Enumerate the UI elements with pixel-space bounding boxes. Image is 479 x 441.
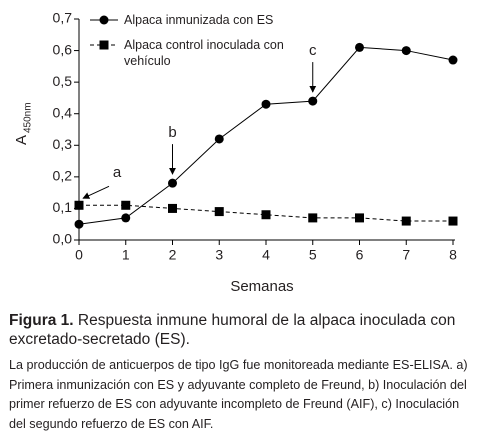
data-point: [261, 210, 271, 220]
data-point: [121, 200, 131, 210]
x-tick-label: 7: [402, 247, 410, 263]
chart: Semanas A 450nm 0,0 0,1 0,2 0,3 0,4 0,5 0,6 0,7…: [13, 10, 458, 295]
x-tick-label: 3: [215, 247, 223, 263]
caption-text: Respuesta inmune humoral de la alpaca in…: [9, 312, 456, 348]
data-point: [214, 207, 224, 217]
y-tick-label: 0,1: [53, 199, 73, 215]
x-tick-label: 0: [75, 247, 83, 263]
y-axis-label-sub: 450nm: [23, 102, 34, 133]
y-tick-label: 0,7: [53, 10, 73, 26]
data-point: [214, 134, 224, 144]
x-tick-label: 1: [122, 247, 130, 263]
x-tick-label: 6: [356, 247, 364, 263]
data-point: [448, 55, 458, 65]
y-tick-label: 0,5: [53, 73, 73, 89]
data-point: [168, 178, 177, 188]
data-point: [121, 213, 131, 223]
x-tick-label: 2: [169, 247, 177, 263]
y-tick-label: 0,0: [53, 231, 73, 247]
y-tick-label: 0,4: [53, 104, 73, 120]
x-tick-label: 8: [449, 247, 457, 263]
data-point: [168, 203, 177, 213]
data-point: [401, 216, 411, 226]
figure-label: Figura 1.: [9, 312, 74, 329]
legend-entry: Alpaca inmunizada con ES: [124, 13, 274, 27]
data-point: [74, 219, 84, 229]
annotation-label: b: [168, 124, 176, 141]
legend-entry: Alpaca control inoculada con vehículo: [124, 38, 284, 68]
y-tick-label: 0,2: [53, 168, 73, 184]
annotation-label: c: [309, 42, 317, 59]
annotation-label: a: [113, 164, 122, 181]
y-axis-label: A: [13, 135, 30, 145]
data-point: [401, 46, 411, 56]
x-tick-label: 5: [309, 247, 317, 263]
legend-marker: [99, 15, 109, 25]
data-point: [74, 200, 84, 210]
data-point: [355, 42, 364, 52]
data-point: [308, 96, 318, 106]
x-axis-label: Semanas: [230, 278, 293, 295]
data-point: [355, 213, 364, 223]
x-tick-label: 4: [262, 247, 270, 263]
data-point: [308, 213, 318, 223]
description: La producción de anticuerpos de tipo IgG…: [9, 358, 468, 431]
data-point: [448, 216, 458, 226]
legend-marker: [99, 40, 109, 50]
caption: Figura 1. Respuesta inmune humoral de la…: [9, 311, 471, 349]
annotation-arrow: [82, 185, 110, 199]
y-tick-label: 0,3: [53, 136, 73, 152]
series-line: [78, 46, 454, 225]
data-point: [261, 99, 271, 109]
y-tick-label: 0,6: [53, 41, 73, 57]
